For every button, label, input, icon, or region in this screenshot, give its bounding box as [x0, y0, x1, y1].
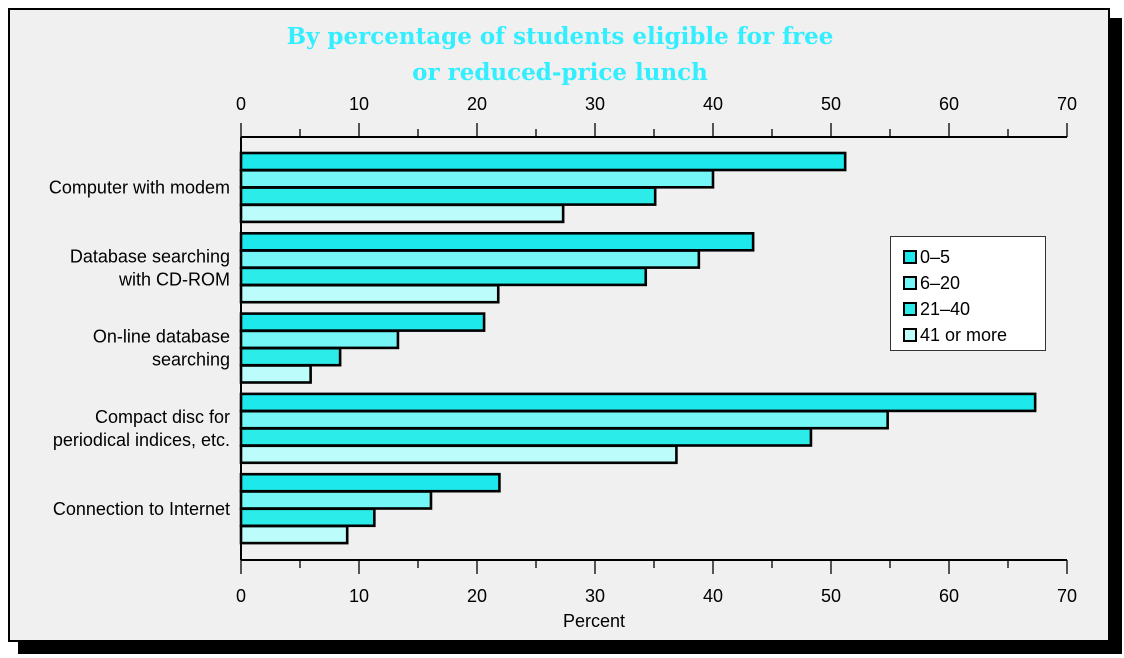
- bar-3-3: [239, 444, 678, 465]
- x-axis-label: Percent: [563, 611, 625, 631]
- x-tick-label-bottom: 60: [939, 586, 959, 606]
- bar-1-2: [239, 266, 648, 287]
- bar-2-2: [239, 346, 342, 367]
- bar-3-1: [239, 409, 889, 430]
- category-label-0: Computer with modem: [49, 178, 230, 198]
- x-tick-label-bottom: 20: [467, 586, 487, 606]
- x-tick-label-top: 20: [467, 94, 487, 114]
- bar-0-3: [239, 203, 565, 224]
- chart-legend: 0–5 6–20 21–40 41 or more: [890, 236, 1046, 351]
- bar-0-1: [239, 169, 715, 189]
- x-tick-label-bottom: 30: [585, 586, 605, 606]
- x-tick-label-bottom: 0: [236, 586, 246, 606]
- legend-item-2: 21–40: [903, 296, 1045, 322]
- bar-4-3: [239, 524, 349, 545]
- x-tick-label-bottom: 10: [349, 586, 369, 606]
- bar-4-1: [239, 490, 433, 510]
- legend-swatch-0: [903, 250, 917, 264]
- legend-label-2: 21–40: [920, 298, 971, 319]
- bar-3-0: [239, 392, 1037, 413]
- x-tick-label-bottom: 50: [821, 586, 841, 606]
- category-label-1: Database searching: [70, 246, 230, 266]
- category-label-3: periodical indices, etc.: [53, 430, 230, 450]
- legend-label-3: 41 or more: [920, 324, 1008, 345]
- category-label-3: Compact disc for: [95, 407, 230, 427]
- x-tick-label-top: 50: [821, 94, 841, 114]
- x-tick-label-top: 60: [939, 94, 959, 114]
- bar-0-2: [239, 186, 657, 206]
- chart-title-line-1: By percentage of students eligible for f…: [286, 23, 834, 50]
- legend-label-0: 0–5: [920, 246, 951, 267]
- bar-1-0: [239, 232, 755, 252]
- chart-title-line-2: or reduced-price lunch: [412, 59, 708, 86]
- legend-item-3: 41 or more: [903, 322, 1045, 348]
- legend-item-0: 0–5: [903, 244, 1045, 270]
- category-label-1: with CD-ROM: [118, 269, 230, 289]
- x-tick-label-bottom: 70: [1057, 586, 1077, 606]
- x-tick-label-top: 0: [236, 94, 246, 114]
- legend-swatch-3: [903, 328, 917, 342]
- bar-2-3: [239, 364, 312, 384]
- legend-label-1: 6–20: [920, 272, 961, 293]
- category-label-4: Connection to Internet: [53, 499, 230, 519]
- bar-2-0: [239, 312, 486, 332]
- bar-4-0: [239, 472, 501, 493]
- legend-swatch-1: [903, 276, 917, 290]
- bar-0-0: [239, 151, 847, 172]
- bar-1-3: [239, 283, 500, 304]
- x-tick-label-top: 10: [349, 94, 369, 114]
- x-tick-label-bottom: 40: [703, 586, 723, 606]
- category-label-2: searching: [152, 350, 230, 370]
- legend-item-1: 6–20: [903, 270, 1045, 296]
- bar-1-1: [239, 249, 701, 269]
- x-tick-label-top: 30: [585, 94, 605, 114]
- bar-2-1: [239, 329, 400, 350]
- bar-4-2: [239, 507, 376, 528]
- legend-swatch-2: [903, 302, 917, 316]
- x-tick-label-top: 40: [703, 94, 723, 114]
- bar-3-2: [239, 427, 813, 447]
- category-label-2: On-line database: [93, 327, 230, 347]
- x-tick-label-top: 70: [1057, 94, 1077, 114]
